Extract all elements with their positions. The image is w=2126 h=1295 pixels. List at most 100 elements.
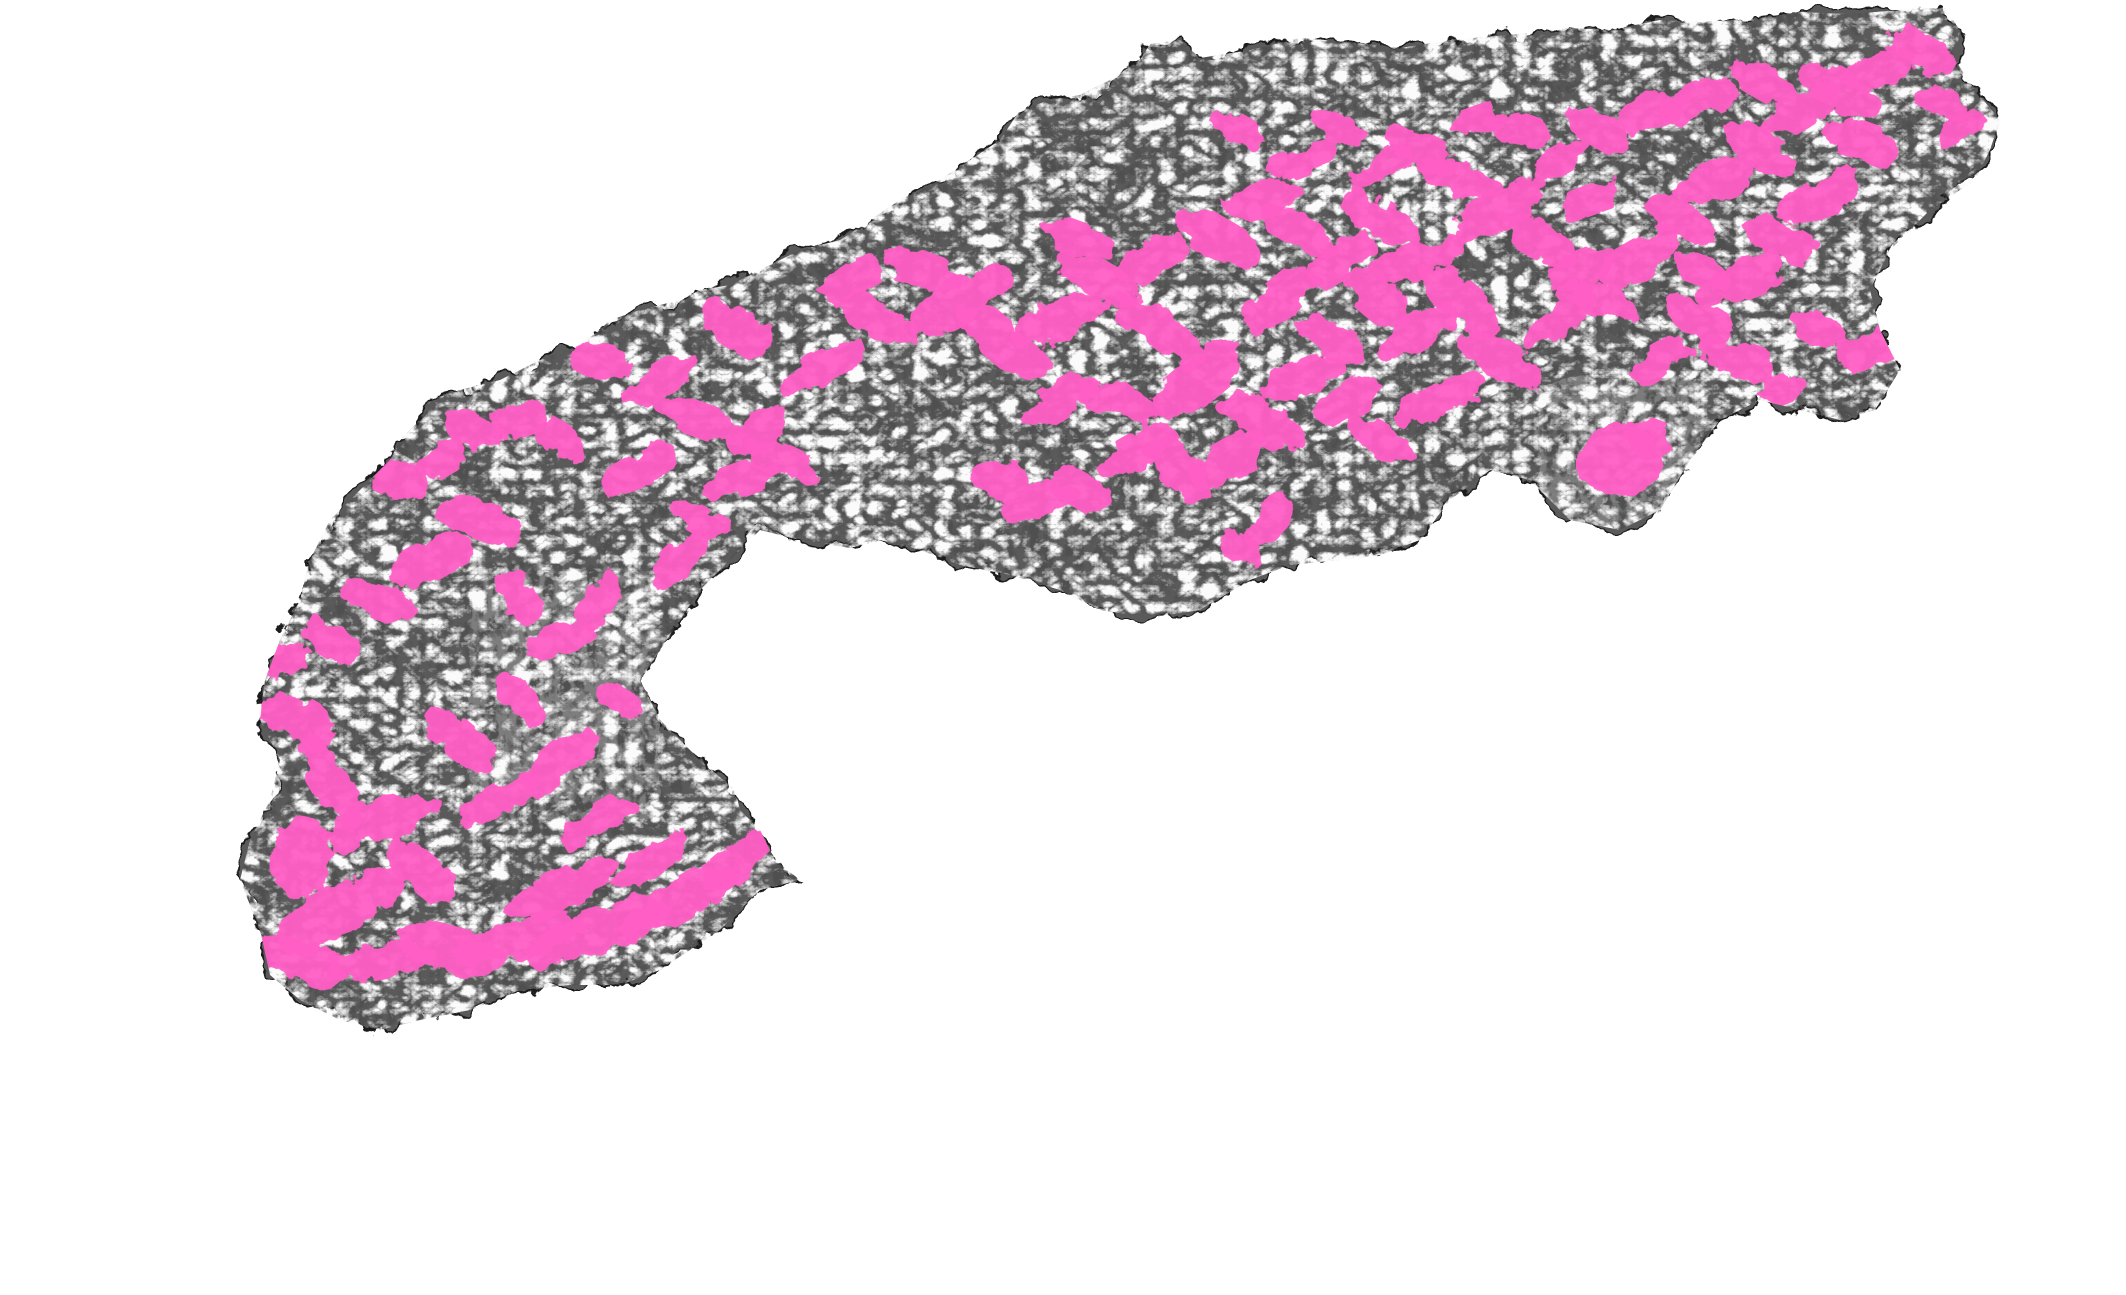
highlight-patch [1455, 329, 1545, 391]
highlight-patch [1792, 309, 1848, 351]
highlight-patch [1419, 264, 1501, 336]
highlight-patch [278, 868, 402, 952]
highlight-patch [519, 725, 601, 795]
highlight-patch [1247, 494, 1293, 546]
highlight-patch [1213, 110, 1267, 150]
highlight-patch [604, 444, 676, 496]
highlight-patch [1143, 437, 1217, 503]
highlight-patch [1380, 302, 1460, 358]
highlight-patch [504, 858, 616, 922]
highlight-patch [1048, 467, 1112, 513]
highlight-patch [1343, 267, 1417, 333]
highlight-patch [579, 572, 621, 628]
highlight-patch [1533, 140, 1587, 180]
highlight-layer [250, 26, 1982, 986]
highlight-patch [497, 572, 543, 628]
highlight-patch [1556, 182, 1624, 218]
highlight-patch [1294, 314, 1366, 366]
highlight-patch [526, 620, 594, 660]
highlight-patch [1193, 433, 1267, 487]
highlight-patch [906, 264, 1014, 336]
highlight-patch [298, 617, 362, 663]
highlight-patch [729, 405, 791, 455]
highlight-patch [383, 837, 457, 903]
highlight-patch [1304, 234, 1376, 286]
highlight-patch [1728, 57, 1792, 103]
highlight-patch [1628, 337, 1692, 383]
highlight-patch [1397, 377, 1483, 423]
highlight-patch [1799, 61, 1881, 119]
highlight-patch [1644, 194, 1716, 246]
highlight-patch [1217, 532, 1263, 568]
highlight-patch [1599, 231, 1681, 289]
highlight-patch [372, 457, 428, 503]
highlight-patch [1024, 374, 1096, 426]
highlight-patch [1348, 147, 1412, 193]
highlight-patch [1888, 26, 1952, 74]
highlight-patch [1243, 267, 1317, 333]
highlight-patch [1744, 214, 1816, 266]
highlight-patch [1311, 113, 1369, 147]
highlight-patch [1671, 253, 1729, 287]
highlight-patch [1568, 107, 1632, 153]
highlight-patch [955, 301, 1045, 379]
highlight-patch [416, 441, 464, 479]
highlight-patch [441, 498, 519, 542]
highlight-patch [341, 578, 419, 622]
highlight-patch [1215, 389, 1305, 451]
highlight-patch [250, 640, 310, 680]
highlight-patch [1114, 234, 1186, 286]
highlight-patch [1697, 255, 1783, 305]
highlight-patch [970, 459, 1030, 501]
highlight-patch [881, 248, 959, 292]
highlight-patch [1625, 419, 1675, 461]
highlight-patch [673, 500, 727, 540]
highlight-patch [1677, 155, 1763, 205]
highlight-patch [452, 913, 588, 967]
highlight-patch [497, 674, 543, 726]
highlight-patch [1175, 209, 1265, 271]
highlight-patch [263, 692, 337, 748]
highlight-patch [1541, 248, 1619, 292]
highlight-patch [1260, 203, 1340, 257]
highlight-patch [1042, 219, 1118, 261]
highlight-patch [1913, 80, 1967, 120]
highlight-patch [818, 257, 882, 303]
highlight-patch [1314, 374, 1386, 426]
highlight-patch [1500, 212, 1580, 268]
highlight-patch [1266, 140, 1334, 180]
highlight-patch [1012, 293, 1108, 347]
highlight-patch [1384, 124, 1456, 176]
highlight-patch [1455, 179, 1545, 241]
highlight-patch [703, 827, 777, 893]
highlight-patch [252, 934, 348, 986]
highlight-patch [1664, 294, 1736, 346]
highlight-patch [1562, 279, 1638, 321]
highlight-patch [1257, 357, 1343, 403]
highlight-patch [657, 398, 743, 442]
highlight-patch [1115, 291, 1205, 369]
highlight-patch [1821, 118, 1899, 162]
highlight-patch [624, 355, 696, 405]
highlight-patch [1339, 191, 1421, 249]
highlight-patch [1451, 103, 1509, 137]
highlight-patch [1159, 343, 1241, 417]
highlight-patch [1841, 48, 1919, 92]
highlight-patch [777, 347, 863, 393]
highlight-patch [564, 795, 636, 845]
highlight-patch [1611, 88, 1689, 132]
highlight-patch [597, 682, 643, 718]
highlight-patch [1701, 338, 1779, 382]
highlight-patch [427, 710, 493, 770]
highlight-patch [1756, 374, 1804, 406]
highlight-patch [652, 532, 708, 588]
highlight-patch [1724, 124, 1796, 176]
highlight-patch [571, 340, 629, 380]
highlight-patch [702, 459, 778, 501]
highlight-patch [844, 294, 916, 346]
highlight-patch [1372, 235, 1468, 285]
highlight-patch [612, 831, 688, 889]
highlight-patch [441, 410, 499, 450]
